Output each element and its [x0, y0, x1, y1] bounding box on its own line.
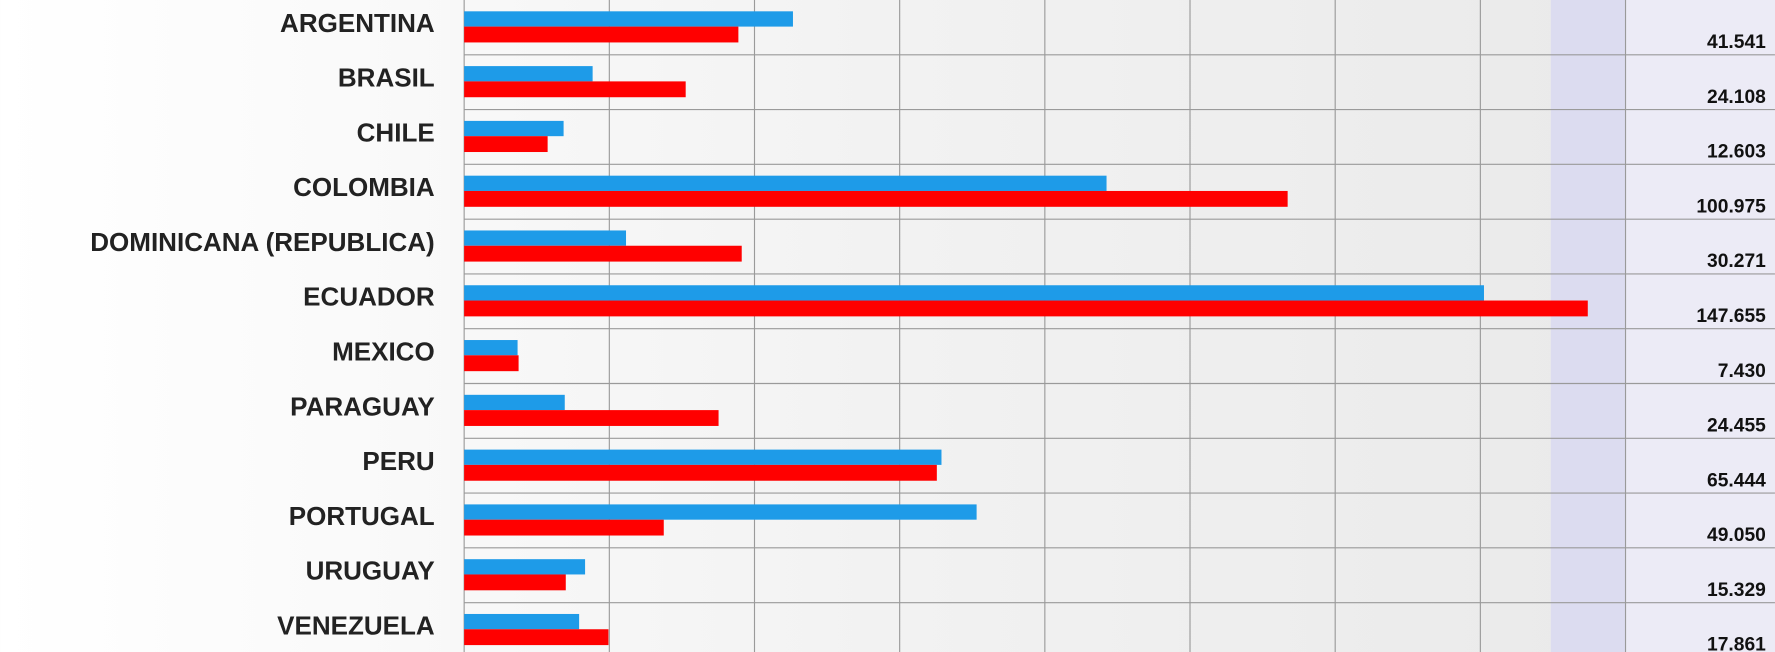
total-label: 15.329 [1707, 580, 1766, 601]
bar [464, 285, 1484, 301]
total-label: 30.271 [1707, 251, 1766, 272]
bar [464, 120, 564, 137]
category-label: MEXICO [332, 336, 435, 366]
category-label: DOMINICANA (REPUBLICA) [90, 227, 434, 257]
bar [464, 11, 793, 27]
bar [464, 449, 942, 465]
bar [464, 66, 593, 82]
bar [464, 300, 1588, 317]
bar [464, 136, 548, 153]
bar [464, 574, 566, 591]
total-label: 24.108 [1707, 87, 1766, 108]
bar [464, 410, 719, 426]
total-label: 41.541 [1707, 32, 1766, 53]
bar [464, 355, 519, 372]
bar [464, 190, 1288, 207]
total-label: 65.444 [1707, 470, 1766, 491]
bar [464, 340, 518, 356]
category-label: COLOMBIA [293, 172, 435, 202]
bar [464, 394, 565, 411]
category-label: ARGENTINA [280, 8, 435, 38]
bar [464, 81, 686, 98]
bar [464, 245, 742, 262]
category-label: PARAGUAY [290, 391, 435, 421]
total-label: 147.655 [1696, 306, 1766, 327]
total-label: 24.455 [1707, 416, 1766, 437]
bar [464, 559, 586, 575]
bar [464, 504, 977, 520]
category-label: VENEZUELA [277, 610, 435, 640]
category-label: BRASIL [338, 63, 435, 93]
category-label: ECUADOR [303, 282, 435, 312]
category-label: CHILE [357, 117, 435, 147]
total-label: 12.603 [1707, 142, 1766, 163]
bar [464, 464, 937, 481]
totals-column [1625, 0, 1775, 652]
bar [464, 230, 627, 246]
bar [464, 629, 609, 646]
category-label: PERU [362, 446, 434, 476]
shaded-column [1550, 0, 1626, 652]
bar [464, 175, 1107, 191]
total-label: 100.975 [1696, 196, 1766, 217]
bar [464, 519, 664, 536]
bar [464, 613, 580, 630]
total-label: 49.050 [1707, 525, 1766, 546]
category-label: URUGUAY [306, 556, 435, 586]
category-label: PORTUGAL [289, 501, 435, 531]
total-label: 7.430 [1718, 361, 1766, 382]
total-label: 17.861 [1707, 635, 1766, 652]
bar [464, 26, 739, 43]
